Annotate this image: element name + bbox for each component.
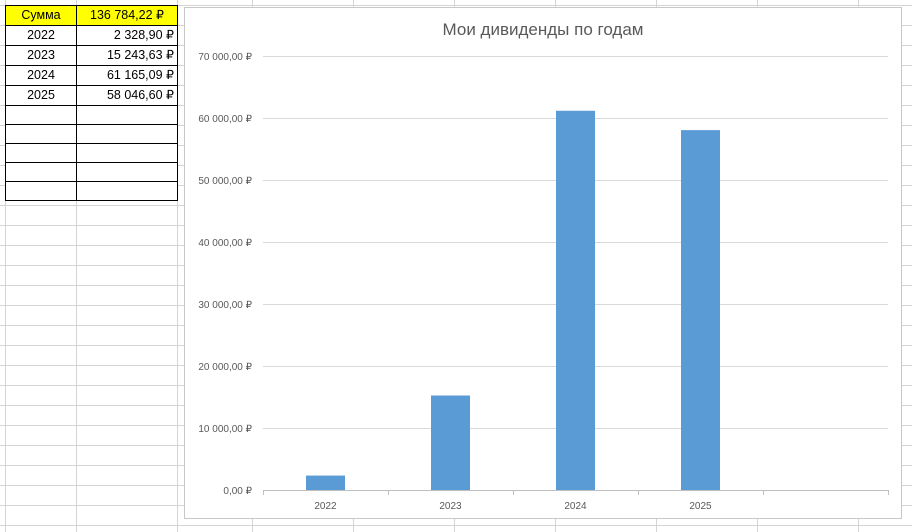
x-tick-label: 2023	[439, 501, 462, 512]
empty-row	[5, 181, 178, 201]
chart-area[interactable]: Мои дивиденды по годам 0,00 ₽ 10 000,00 ₽ 2…	[184, 7, 902, 519]
total-label-cell[interactable]: Сумма	[5, 5, 77, 26]
empty-row	[5, 124, 178, 144]
empty-row	[5, 105, 178, 125]
bar-2025[interactable]	[681, 130, 720, 490]
empty-cell[interactable]	[76, 181, 178, 201]
empty-cell[interactable]	[76, 162, 178, 182]
chart-title: Мои дивиденды по годам	[443, 20, 644, 39]
table-row: 2024 61 165,09 ₽	[5, 65, 178, 86]
year-cell[interactable]: 2024	[5, 65, 77, 86]
bar-2023[interactable]	[431, 395, 470, 490]
amount-cell[interactable]: 2 328,90 ₽	[76, 25, 178, 46]
amount-cell[interactable]: 58 046,60 ₽	[76, 85, 178, 106]
y-tick-label: 50 000,00 ₽	[198, 176, 252, 187]
year-cell[interactable]: 2023	[5, 45, 77, 66]
x-tick-label: 2022	[314, 501, 337, 512]
y-tick-label: 30 000,00 ₽	[198, 300, 252, 311]
y-tick-label: 70 000,00 ₽	[198, 52, 252, 63]
empty-cell[interactable]	[5, 181, 77, 201]
amount-cell[interactable]: 15 243,63 ₽	[76, 45, 178, 66]
total-row: Сумма 136 784,22 ₽	[5, 5, 178, 26]
y-tick-label: 10 000,00 ₽	[198, 424, 252, 435]
empty-cell[interactable]	[76, 105, 178, 125]
dividends-table: Сумма 136 784,22 ₽ 2022 2 328,90 ₽ 2023 …	[5, 5, 178, 201]
empty-cell[interactable]	[76, 124, 178, 144]
bar-2022[interactable]	[306, 475, 345, 490]
amount-cell[interactable]: 61 165,09 ₽	[76, 65, 178, 86]
empty-cell[interactable]	[5, 162, 77, 182]
bar-2024[interactable]	[556, 110, 595, 491]
y-tick-label: 20 000,00 ₽	[198, 362, 252, 373]
table-row: 2025 58 046,60 ₽	[5, 85, 178, 106]
empty-row	[5, 143, 178, 163]
empty-row	[5, 162, 178, 182]
bar-chart: Мои дивиденды по годам 0,00 ₽ 10 000,00 ₽ 2…	[198, 20, 889, 512]
y-tick-label: 60 000,00 ₽	[198, 114, 252, 125]
total-value-cell[interactable]: 136 784,22 ₽	[76, 5, 178, 26]
empty-cell[interactable]	[5, 124, 77, 144]
empty-cell[interactable]	[76, 143, 178, 163]
x-tick-label: 2024	[564, 501, 587, 512]
table-row: 2023 15 243,63 ₽	[5, 45, 178, 66]
empty-cell[interactable]	[5, 143, 77, 163]
year-cell[interactable]: 2025	[5, 85, 77, 106]
x-tick-label: 2025	[689, 501, 712, 512]
y-tick-label: 40 000,00 ₽	[198, 238, 252, 249]
y-tick-label: 0,00 ₽	[223, 486, 252, 497]
table-row: 2022 2 328,90 ₽	[5, 25, 178, 46]
year-cell[interactable]: 2022	[5, 25, 77, 46]
empty-cell[interactable]	[5, 105, 77, 125]
